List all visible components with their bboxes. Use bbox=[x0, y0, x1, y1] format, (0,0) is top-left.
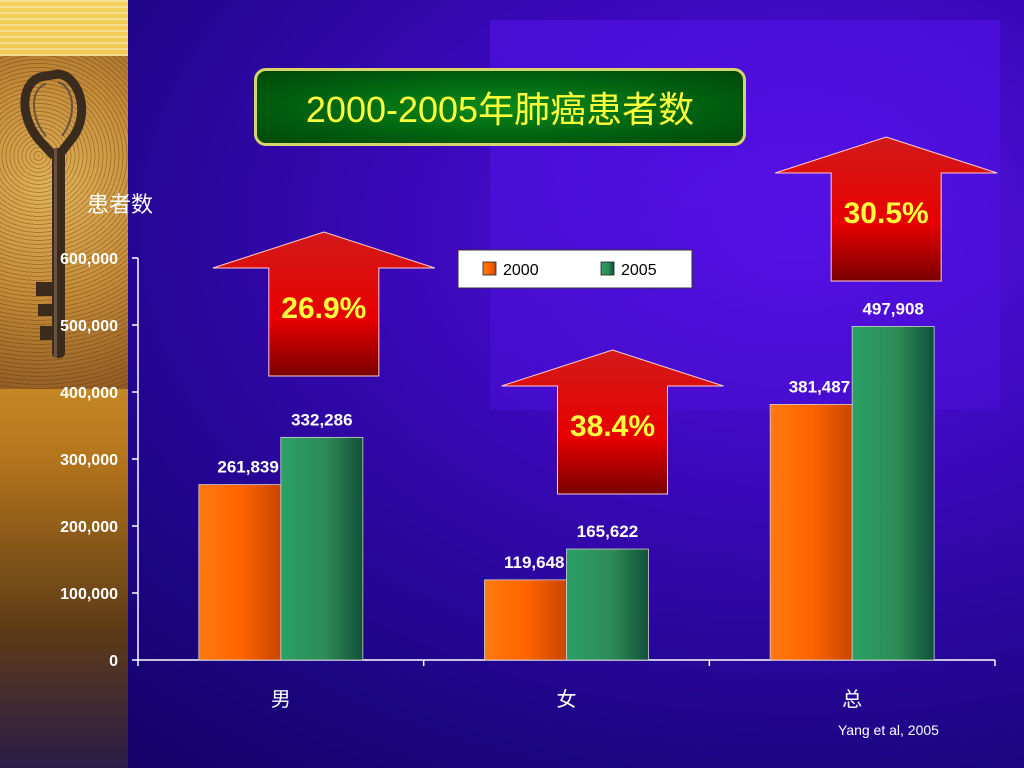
x-category-label: 女 bbox=[557, 688, 577, 711]
data-label: 119,648 bbox=[504, 553, 565, 572]
y-tick-label: 0 bbox=[109, 653, 118, 670]
increase-arrow-1 bbox=[501, 349, 724, 495]
y-tick-label: 100,000 bbox=[60, 586, 118, 603]
slide-title-box: 2000-2005年肺癌患者数 bbox=[254, 68, 746, 146]
x-category-label: 总 bbox=[842, 688, 862, 711]
legend-label-2000: 2000 bbox=[503, 262, 539, 279]
increase-arrows: 26.9% 38.4% 30.5% bbox=[212, 136, 998, 495]
chart-labels: 男 261,839 332,286 女 119,648 165,622 总 381,487 49… bbox=[217, 299, 924, 711]
data-label: 497,908 bbox=[862, 299, 923, 318]
increase-arrow-0 bbox=[212, 231, 435, 377]
data-label: 165,622 bbox=[577, 522, 638, 541]
legend-label-2005: 2005 bbox=[621, 262, 657, 279]
key-photo bbox=[0, 56, 128, 389]
key-icon bbox=[20, 69, 87, 358]
percent-increase-label: 26.9% bbox=[281, 292, 366, 325]
bar-2005-0 bbox=[280, 436, 364, 661]
y-tick-label: 400,000 bbox=[60, 385, 118, 402]
bar-2005-1 bbox=[566, 548, 649, 661]
chart-bars bbox=[198, 326, 935, 661]
citation: Yang et al, 2005 bbox=[838, 722, 939, 738]
slide-title: 2000-2005年肺癌患者数 bbox=[305, 89, 695, 130]
percent-increase-label: 38.4% bbox=[570, 410, 655, 443]
bar-2000-0 bbox=[198, 484, 282, 661]
legend-swatch-2000 bbox=[482, 261, 497, 276]
x-category-label: 男 bbox=[271, 689, 291, 711]
data-label: 381,487 bbox=[789, 377, 850, 396]
legend-box bbox=[457, 249, 693, 289]
increase-arrow-2 bbox=[775, 136, 998, 282]
legend-swatch-2005 bbox=[600, 261, 615, 276]
data-label: 332,286 bbox=[291, 410, 352, 429]
legend: 2000 2005 bbox=[457, 249, 693, 289]
y-tick-label: 500,000 bbox=[60, 318, 118, 335]
data-label: 261,839 bbox=[217, 458, 278, 477]
bar-2000-2 bbox=[769, 404, 853, 661]
y-tick-label: 600,000 bbox=[60, 251, 118, 268]
bar-2000-1 bbox=[484, 579, 567, 661]
decorative-lines bbox=[0, 0, 128, 60]
percent-increase-label: 30.5% bbox=[844, 197, 929, 230]
y-tick-label: 200,000 bbox=[60, 519, 118, 536]
y-tick-label: 300,000 bbox=[60, 452, 118, 469]
y-axis-label: 患者数 bbox=[87, 192, 153, 217]
bar-2005-2 bbox=[851, 326, 935, 661]
